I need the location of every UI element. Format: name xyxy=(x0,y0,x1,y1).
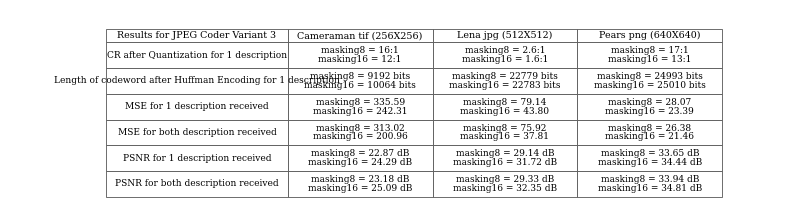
Text: masking8 = 23.18 dB: masking8 = 23.18 dB xyxy=(311,175,410,184)
Bar xyxy=(578,30,722,42)
Bar xyxy=(432,42,578,68)
Text: masking16 = 25.09 dB: masking16 = 25.09 dB xyxy=(308,184,412,193)
Bar xyxy=(288,171,432,197)
Text: masking16 = 12:1: masking16 = 12:1 xyxy=(318,55,402,64)
Bar xyxy=(106,145,288,171)
Text: CR after Quantization for 1 description: CR after Quantization for 1 description xyxy=(107,51,287,60)
Bar xyxy=(106,30,288,42)
Bar xyxy=(578,42,722,68)
Text: masking8 = 33.65 dB: masking8 = 33.65 dB xyxy=(600,149,699,158)
Bar xyxy=(578,94,722,120)
Bar xyxy=(288,94,432,120)
Text: PSNR for 1 description received: PSNR for 1 description received xyxy=(123,154,271,163)
Bar xyxy=(432,171,578,197)
Text: Length of codeword after Huffman Encoding for 1 description: Length of codeword after Huffman Encodin… xyxy=(54,76,340,85)
Text: masking16 = 43.80: masking16 = 43.80 xyxy=(461,107,549,116)
Text: masking16 = 21.46: masking16 = 21.46 xyxy=(605,132,694,141)
Text: masking16 = 34.81 dB: masking16 = 34.81 dB xyxy=(598,184,702,193)
Bar xyxy=(578,171,722,197)
Bar xyxy=(432,120,578,145)
Text: masking8 = 29.33 dB: masking8 = 29.33 dB xyxy=(456,175,554,184)
Bar xyxy=(432,94,578,120)
Text: PSNR for both description received: PSNR for both description received xyxy=(115,179,279,188)
Text: masking16 = 22783 bits: masking16 = 22783 bits xyxy=(449,81,561,90)
Text: Pears png (640X640): Pears png (640X640) xyxy=(599,31,701,41)
Text: masking16 = 23.39: masking16 = 23.39 xyxy=(605,107,694,116)
Text: Lena jpg (512X512): Lena jpg (512X512) xyxy=(457,31,553,41)
Text: masking16 = 32.35 dB: masking16 = 32.35 dB xyxy=(453,184,557,193)
Text: masking8 = 22779 bits: masking8 = 22779 bits xyxy=(452,72,558,81)
Text: masking16 = 24.29 dB: masking16 = 24.29 dB xyxy=(308,158,412,167)
Text: MSE for both description received: MSE for both description received xyxy=(117,128,276,137)
Text: masking8 = 24993 bits: masking8 = 24993 bits xyxy=(597,72,703,81)
Bar xyxy=(578,68,722,94)
Text: masking16 = 10064 bits: masking16 = 10064 bits xyxy=(305,81,416,90)
Text: masking16 = 37.81: masking16 = 37.81 xyxy=(461,132,549,141)
Bar xyxy=(432,30,578,42)
Bar xyxy=(288,120,432,145)
Text: Cameraman tif (256X256): Cameraman tif (256X256) xyxy=(297,31,423,40)
Bar xyxy=(106,171,288,197)
Text: masking8 = 28.07: masking8 = 28.07 xyxy=(608,98,692,107)
Text: masking8 = 79.14: masking8 = 79.14 xyxy=(463,98,547,107)
Bar xyxy=(578,145,722,171)
Bar xyxy=(288,145,432,171)
Text: masking16 = 13:1: masking16 = 13:1 xyxy=(608,55,692,64)
Text: masking8 = 17:1: masking8 = 17:1 xyxy=(611,46,688,55)
Text: Results for JPEG Coder Variant 3: Results for JPEG Coder Variant 3 xyxy=(117,31,276,40)
Bar xyxy=(432,68,578,94)
Text: masking8 = 26.38: masking8 = 26.38 xyxy=(608,124,692,133)
Text: masking8 = 2.6:1: masking8 = 2.6:1 xyxy=(465,46,545,55)
Text: masking8 = 33.94 dB: masking8 = 33.94 dB xyxy=(600,175,699,184)
Text: masking8 = 29.14 dB: masking8 = 29.14 dB xyxy=(456,149,554,158)
Text: masking8 = 9192 bits: masking8 = 9192 bits xyxy=(310,72,410,81)
Text: masking16 = 242.31: masking16 = 242.31 xyxy=(313,107,407,116)
Bar xyxy=(578,120,722,145)
Text: masking8 = 313.02: masking8 = 313.02 xyxy=(316,124,405,133)
Text: masking8 = 16:1: masking8 = 16:1 xyxy=(322,46,399,55)
Text: masking8 = 22.87 dB: masking8 = 22.87 dB xyxy=(311,149,410,158)
Text: masking16 = 200.96: masking16 = 200.96 xyxy=(313,132,407,141)
Text: masking16 = 31.72 dB: masking16 = 31.72 dB xyxy=(453,158,557,167)
Text: masking16 = 25010 bits: masking16 = 25010 bits xyxy=(594,81,705,90)
Text: masking8 = 335.59: masking8 = 335.59 xyxy=(316,98,405,107)
Text: masking8 = 75.92: masking8 = 75.92 xyxy=(463,124,547,133)
Bar xyxy=(106,120,288,145)
Bar xyxy=(288,30,432,42)
Bar xyxy=(432,145,578,171)
Text: masking16 = 34.44 dB: masking16 = 34.44 dB xyxy=(598,158,702,167)
Bar xyxy=(106,42,288,68)
Text: MSE for 1 description received: MSE for 1 description received xyxy=(125,102,269,111)
Bar xyxy=(106,68,288,94)
Bar xyxy=(288,68,432,94)
Text: masking16 = 1.6:1: masking16 = 1.6:1 xyxy=(462,55,548,64)
Bar xyxy=(288,42,432,68)
Bar xyxy=(106,94,288,120)
